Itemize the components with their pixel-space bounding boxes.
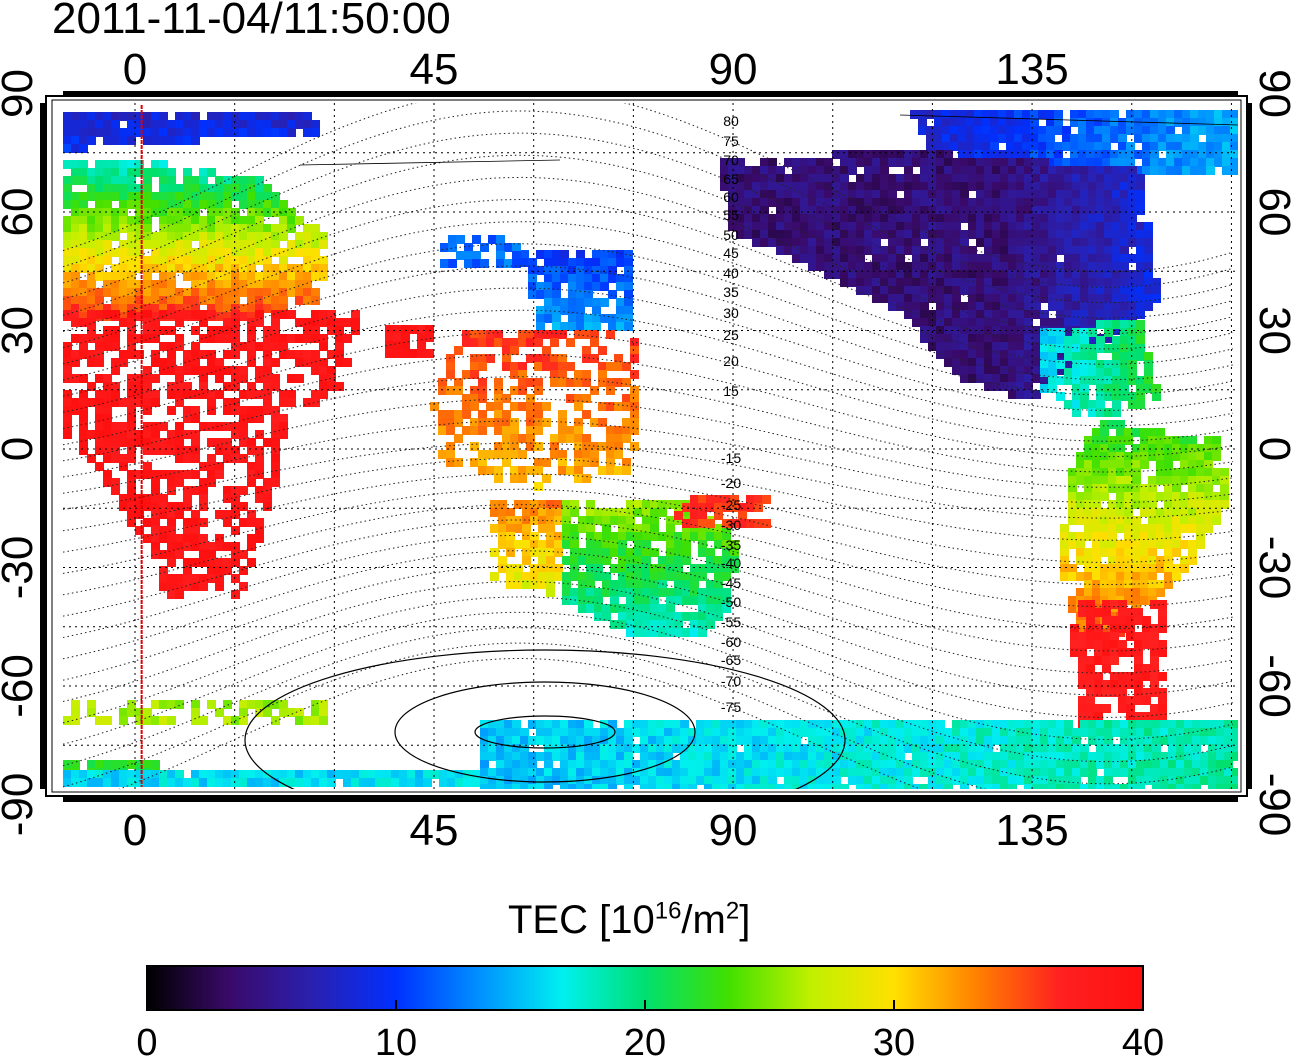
top-lon-label: 0 xyxy=(123,45,147,94)
tec-region-sea xyxy=(430,330,639,491)
colorbar-title-unit: /m xyxy=(681,898,726,942)
tec-region-east-asia xyxy=(440,235,521,268)
tec-region-antarctica xyxy=(63,700,328,725)
contour-label: -65 xyxy=(721,652,741,668)
contour-label: -60 xyxy=(721,634,741,650)
tec-region-africa xyxy=(63,310,360,599)
right-lat-label: 90 xyxy=(1250,69,1292,118)
contour-label: -50 xyxy=(721,594,741,610)
tec-region-east-asia xyxy=(520,250,633,331)
contour-label: -55 xyxy=(721,614,741,630)
tec-region-south-america xyxy=(1070,600,1167,729)
tec-region-europe xyxy=(63,160,328,321)
contour-label: 60 xyxy=(723,189,739,205)
bottom-lon-label: 135 xyxy=(995,806,1068,855)
right-lat-label: -60 xyxy=(1250,654,1292,718)
contour-label: 55 xyxy=(723,207,739,223)
colorbar-tick-label: 20 xyxy=(624,1022,666,1057)
contour-label: 30 xyxy=(723,305,739,321)
grid-lines xyxy=(63,103,1238,789)
map-axes: 04590135180-135-90-4504590135180-135-90-… xyxy=(0,45,1292,855)
right-lat-label: 30 xyxy=(1250,306,1292,355)
colorbar-title-exp2: 2 xyxy=(725,897,740,925)
colorbar-tick-label: 40 xyxy=(1122,1022,1164,1057)
left-lat-label: -90 xyxy=(0,773,42,837)
contour-label: -40 xyxy=(721,555,741,571)
contour-label: 80 xyxy=(723,113,739,129)
timestamp-title: 2011-11-04/11:50:00 xyxy=(52,0,451,43)
left-lat-label: 0 xyxy=(0,437,42,461)
contour-label: 45 xyxy=(723,245,739,261)
tec-region-antarctica xyxy=(63,770,480,787)
contour-label: -45 xyxy=(721,575,741,591)
contour-label: -35 xyxy=(721,537,741,553)
contour-label: 75 xyxy=(723,133,739,149)
colorbar-title: TEC [1016/m2] xyxy=(508,898,750,943)
tec-region-arctic xyxy=(63,112,320,153)
colorbar-tick-label: 30 xyxy=(873,1022,915,1057)
bottom-lon-label: 90 xyxy=(709,806,758,855)
contour-label: 65 xyxy=(723,171,739,187)
bottom-lon-label: 0 xyxy=(123,806,147,855)
contour-label: 35 xyxy=(723,284,739,300)
contour-label: 25 xyxy=(723,327,739,343)
top-lon-label: 135 xyxy=(995,45,1068,94)
colorbar-tick-label: 0 xyxy=(136,1022,157,1057)
contour-label: 50 xyxy=(723,227,739,243)
right-lat-label: -90 xyxy=(1250,773,1292,837)
contour-label: -20 xyxy=(721,475,741,491)
tec-region-australia xyxy=(490,500,739,637)
contour-label: -25 xyxy=(721,497,741,513)
tec-region-australia xyxy=(674,495,771,528)
tec-region-north-america xyxy=(1040,320,1161,417)
left-lat-label: 90 xyxy=(0,69,42,118)
right-lat-label: 0 xyxy=(1250,437,1292,461)
tec-region-africa xyxy=(385,325,434,358)
contour-label: -15 xyxy=(721,450,741,466)
left-lat-label: 60 xyxy=(0,188,42,237)
contour-label: -30 xyxy=(721,517,741,533)
tec-region-north-america xyxy=(720,150,1161,399)
tec-region-antarctica xyxy=(480,720,1238,789)
bottom-lon-label: 45 xyxy=(410,806,459,855)
contour-label: 20 xyxy=(723,353,739,369)
left-lat-label: -30 xyxy=(0,536,42,600)
top-lon-label: 45 xyxy=(410,45,459,94)
contour-label: 70 xyxy=(723,152,739,168)
magnetic-latitude-contours xyxy=(63,103,1238,789)
colorbar-title-main: TEC [10 xyxy=(508,898,655,942)
tec-data-layer xyxy=(63,110,1238,789)
colorbar-title-close: ] xyxy=(739,898,751,942)
contour-label: 15 xyxy=(723,383,739,399)
left-lat-label: -60 xyxy=(0,654,42,718)
contour-label: -70 xyxy=(721,673,741,689)
contour-labels: 80 75 70 65 60 55 50 45 40 35 30 25 20 15 -15 -20 -25 -30… xyxy=(721,113,741,715)
colorbar-title-exp: 16 xyxy=(654,897,682,925)
map-frame xyxy=(40,91,1252,802)
colorbar: 0 10 20 30 40 xyxy=(136,965,1164,1057)
contour-label: -75 xyxy=(721,699,741,715)
contour-label: 40 xyxy=(723,265,739,281)
right-lat-label: -30 xyxy=(1250,536,1292,600)
right-lat-label: 60 xyxy=(1250,188,1292,237)
top-lon-label: 90 xyxy=(709,45,758,94)
colorbar-tick-label: 10 xyxy=(375,1022,417,1057)
left-lat-label: 30 xyxy=(0,306,42,355)
